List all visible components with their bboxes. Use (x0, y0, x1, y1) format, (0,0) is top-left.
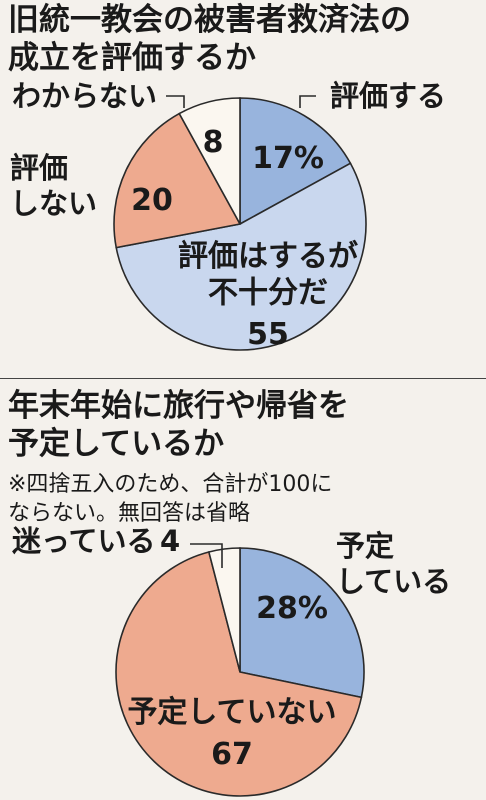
chart2-slice-0 (239, 547, 365, 699)
chart1-label-3: わからない (12, 79, 157, 113)
chart2-title: 年末年始に旅行や帰省を 予定しているか (8, 388, 349, 462)
section-divider (0, 378, 486, 379)
chart1-label-1: 評価はするが不十分だ (178, 239, 358, 311)
chart2-value-0: 28% (256, 591, 328, 626)
chart2-value-1: 67 (211, 737, 253, 772)
chart2-value-2: 4 (160, 524, 180, 558)
chart2-label-2: 迷っている (12, 524, 156, 558)
chart1-value-0: 17% (252, 141, 324, 176)
chart1-slice-0 (239, 97, 352, 226)
chart2-label-0: 予定している (336, 529, 451, 598)
chart1-leader-0 (299, 95, 316, 108)
chart1-title: 旧統一教会の被害者救済法の 成立を評価するか (8, 2, 411, 76)
chart1-slice-3 (178, 97, 241, 225)
chart1-value-1: 55 (247, 317, 289, 352)
chart2-slice-1 (115, 550, 363, 797)
chart2-leader-0 (190, 543, 223, 568)
chart2-note: ※四捨五入のため、合計が100に ならない。無回答は省略 (8, 472, 333, 527)
chart1-value-3: 8 (203, 125, 224, 160)
chart1-slice-1 (115, 162, 367, 351)
chart2-label-1: 予定していない (127, 695, 336, 730)
chart1-label-0: 評価する (330, 79, 446, 113)
chart2-slice-2 (207, 547, 241, 673)
chart1-leader-1 (166, 95, 185, 108)
chart1-slice-2 (113, 112, 242, 249)
chart1-label-2: 評価しない (10, 151, 97, 220)
chart1-value-2: 20 (131, 183, 173, 218)
